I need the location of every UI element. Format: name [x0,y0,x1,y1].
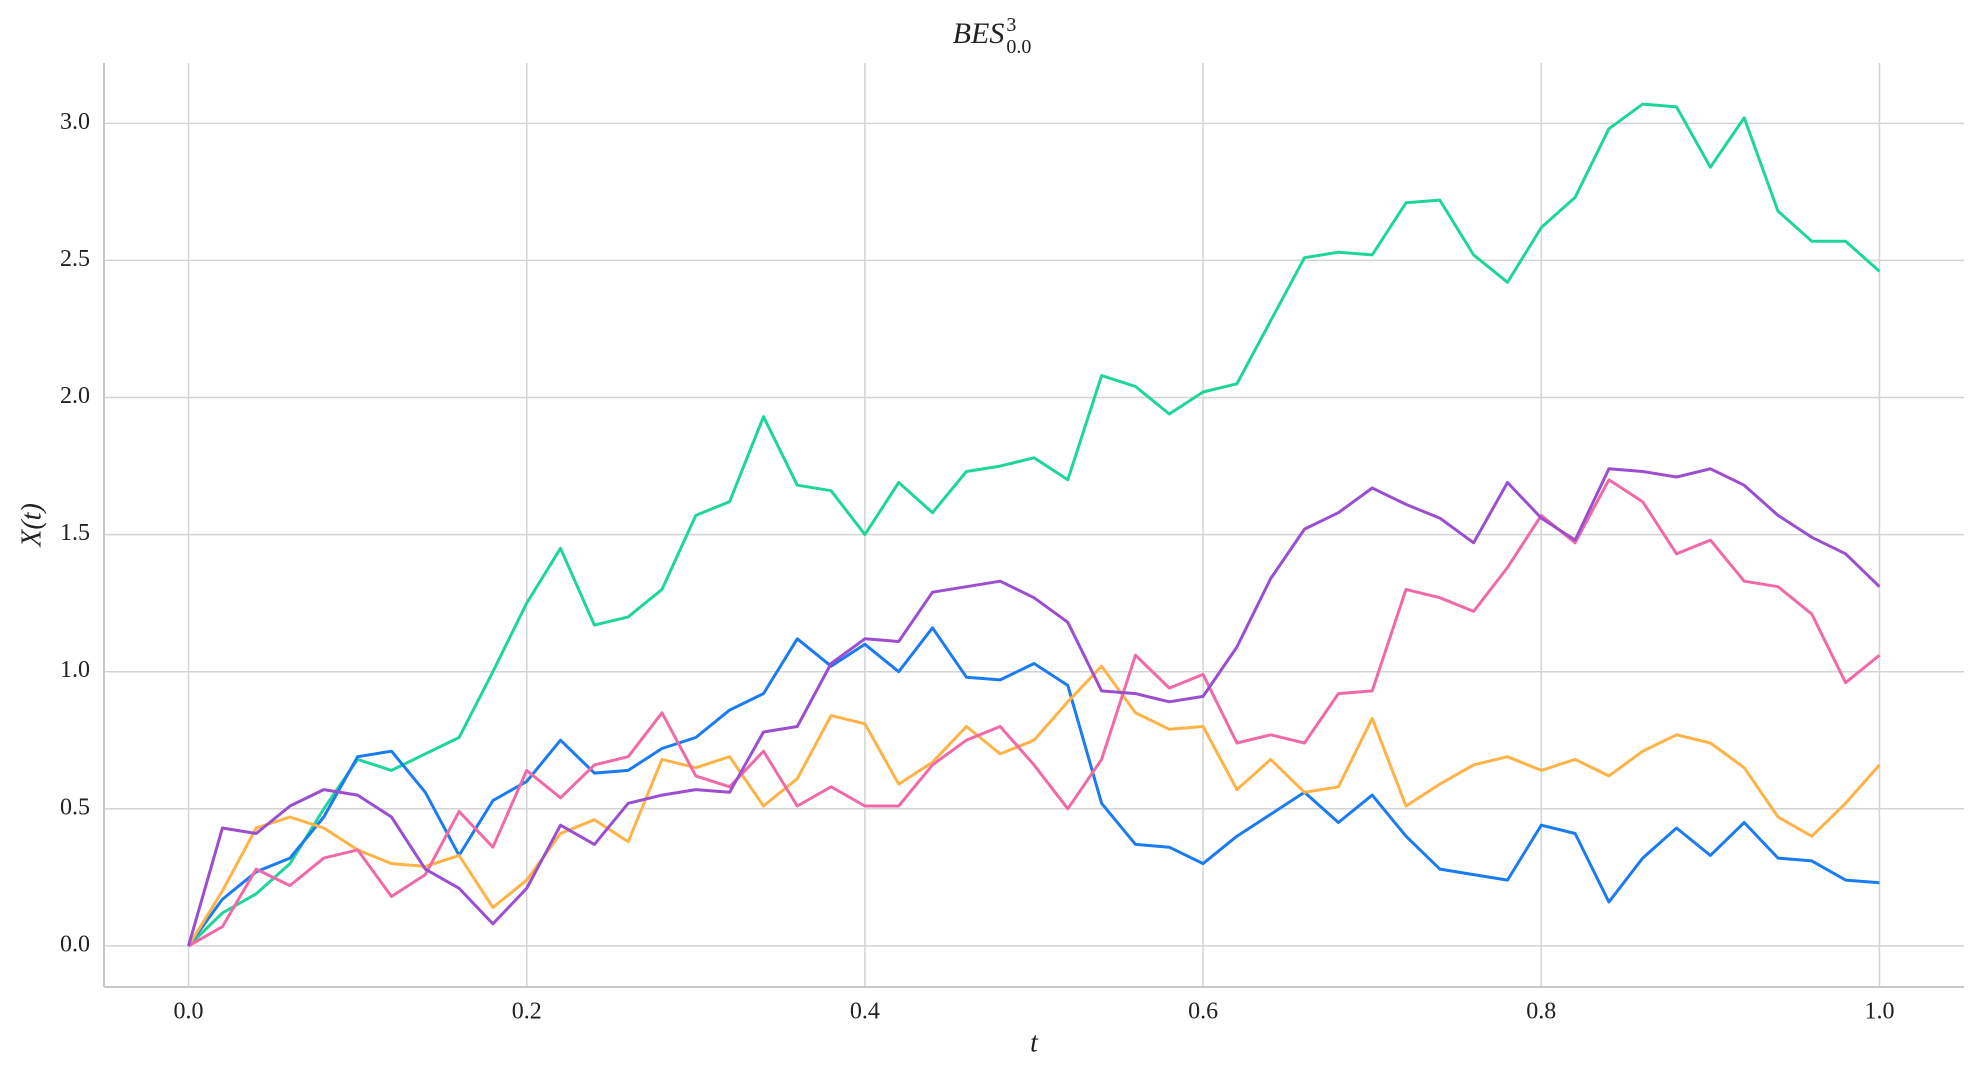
series-line [187,102,1881,947]
x-tick-label: 0.0 [174,999,204,1025]
series-line [187,626,1880,947]
x-axis-label: t [1030,1027,1039,1058]
y-tick-label: 2.5 [60,246,90,272]
title-sup: 3 [1006,14,1016,36]
y-tick-label: 1.5 [60,520,90,546]
title-sub: 0.0 [1006,36,1031,58]
y-tick-label: 0.5 [60,794,90,820]
x-tick-label: 0.6 [1188,999,1218,1025]
x-tick-label: 0.4 [850,999,880,1025]
y-tick-label: 2.0 [60,383,90,409]
title-base: BES [953,17,1005,50]
x-tick-label: 1.0 [1864,999,1894,1025]
y-axis-label: X(t) [16,503,47,548]
y-tick-label: 3.0 [60,109,90,135]
series-line [187,478,1881,948]
x-tick-label: 0.2 [512,999,542,1025]
x-tick-label: 0.8 [1526,999,1556,1025]
series-line [187,664,1881,947]
y-tick-label: 1.0 [60,657,90,683]
series-line [187,467,1881,947]
y-tick-label: 0.0 [60,931,90,957]
chart-title: BES 3 0.0 [953,14,1032,58]
